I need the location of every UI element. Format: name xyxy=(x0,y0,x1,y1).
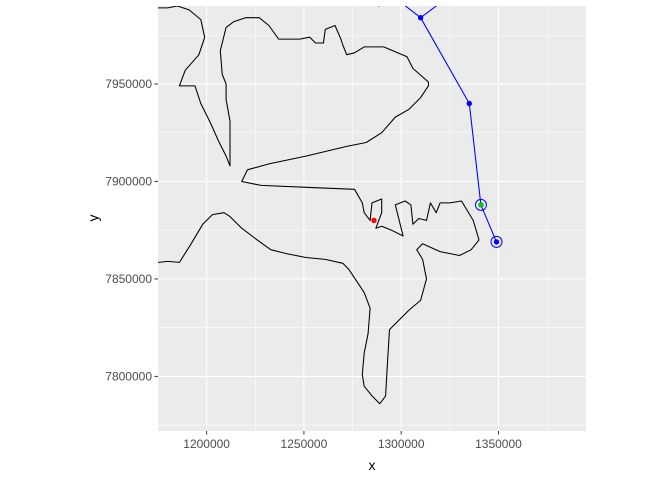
highlight-ring xyxy=(474,198,487,211)
x-axis-ticks: 1200000 1250000 1300000 1350000 xyxy=(183,431,522,451)
track-line-1 xyxy=(377,6,438,19)
data-point xyxy=(493,239,500,245)
y-tick-label: 7800000 xyxy=(105,369,152,383)
boundary-line xyxy=(158,6,480,405)
highlight-ring xyxy=(490,235,503,248)
points-layer xyxy=(371,14,503,248)
y-tick-label: 7850000 xyxy=(105,272,152,286)
y-axis-ticks: 7800000 7850000 7900000 7950000 xyxy=(105,77,158,383)
y-tick-label: 7900000 xyxy=(105,174,152,188)
grid-major xyxy=(158,6,586,431)
x-tick-label: 1200000 xyxy=(183,437,230,451)
y-tick-label: 7950000 xyxy=(105,77,152,91)
data-point xyxy=(371,217,377,224)
x-tick-label: 1350000 xyxy=(475,437,522,451)
series-layer xyxy=(158,6,497,405)
x-tick-label: 1300000 xyxy=(378,437,425,451)
data-point xyxy=(478,202,484,208)
grid-minor xyxy=(157,6,586,431)
track-line-2 xyxy=(420,17,497,243)
data-point xyxy=(417,14,424,21)
panel-background xyxy=(158,6,586,431)
y-axis-title: y xyxy=(85,215,101,222)
x-tick-label: 1250000 xyxy=(281,437,328,451)
x-axis-title: x xyxy=(369,457,376,473)
data-point xyxy=(466,100,472,107)
